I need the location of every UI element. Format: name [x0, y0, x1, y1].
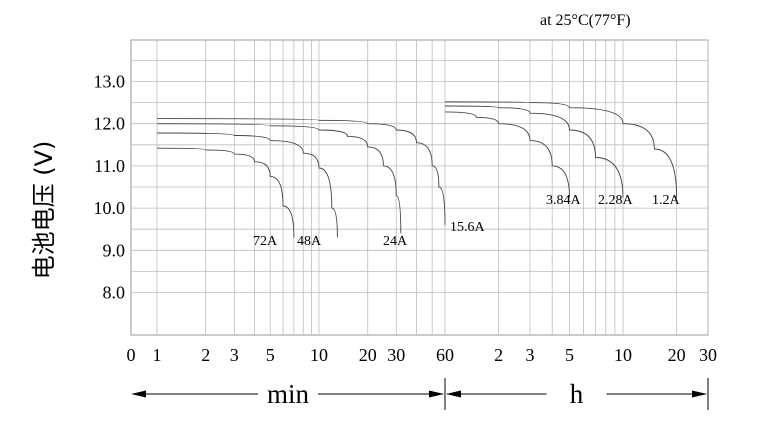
x-tick-label: 60: [436, 345, 454, 365]
y-tick-label: 8.0: [103, 283, 126, 303]
x-tick-label: 5: [266, 345, 275, 365]
curve-label: 2.28A: [598, 193, 634, 208]
temperature-note: at 25°C(77°F): [540, 12, 631, 29]
x-tick-label: 1: [153, 345, 162, 365]
arrow-left: [131, 390, 146, 398]
range-label: min: [267, 379, 310, 409]
y-tick-label: 13.0: [94, 72, 126, 92]
y-tick-label: 12.0: [94, 114, 126, 134]
time-ranges: min h: [131, 378, 709, 410]
x-tick-label: 5: [565, 345, 574, 365]
curve-label: 15.6A: [450, 220, 486, 235]
x-tick-label: 0: [127, 345, 136, 365]
x-tick-label: 30: [699, 345, 717, 365]
range-label-bg: [258, 380, 318, 408]
curve-24a: [156, 123, 402, 234]
y-tick-label: 11.0: [94, 156, 125, 176]
range-label: h: [570, 379, 584, 409]
curve-label: 48A: [297, 234, 322, 249]
range-label-bg: [546, 380, 607, 408]
arrow-left: [446, 390, 461, 398]
curve-3-84a: [444, 111, 570, 198]
x-tick-label: 2: [201, 345, 210, 365]
x-tick-label: 10: [614, 345, 632, 365]
curve-72a: [156, 147, 295, 238]
curve-48a: [156, 132, 338, 238]
arrow-right: [429, 390, 444, 398]
curve-labels: 72A 48A 24A 15.6A 3.84A 2.28A 1.2A: [253, 193, 681, 249]
curve-15-6a: [156, 118, 446, 226]
y-axis-ticks: 13.0 12.0 11.0 10.0 9.0 8.0: [94, 72, 126, 303]
discharge-curves: [156, 101, 678, 238]
x-tick-label: 3: [525, 345, 534, 365]
y-tick-label: 9.0: [103, 240, 126, 260]
curve-1-2a: [444, 101, 678, 198]
curve-label: 72A: [253, 234, 278, 249]
curve-label: 1.2A: [652, 193, 681, 208]
y-tick-label: 10.0: [94, 198, 126, 218]
arrow-right: [692, 390, 707, 398]
x-tick-label: 20: [668, 345, 686, 365]
x-tick-label: 3: [230, 345, 239, 365]
x-axis-ticks: 0 1 2 3 5 10 20 30 60 2 3 5 10 20 30: [127, 345, 718, 365]
curve-label: 3.84A: [546, 193, 582, 208]
x-tick-label: 30: [387, 345, 405, 365]
x-tick-label: 2: [494, 345, 503, 365]
curve-2-28a: [444, 105, 624, 198]
x-tick-label: 20: [359, 345, 377, 365]
x-tick-label: 10: [310, 345, 328, 365]
grid: [130, 39, 709, 336]
curve-label: 24A: [383, 234, 408, 249]
plot-frame: [130, 39, 709, 336]
y-axis-label: 电池电压 (V): [30, 141, 58, 280]
